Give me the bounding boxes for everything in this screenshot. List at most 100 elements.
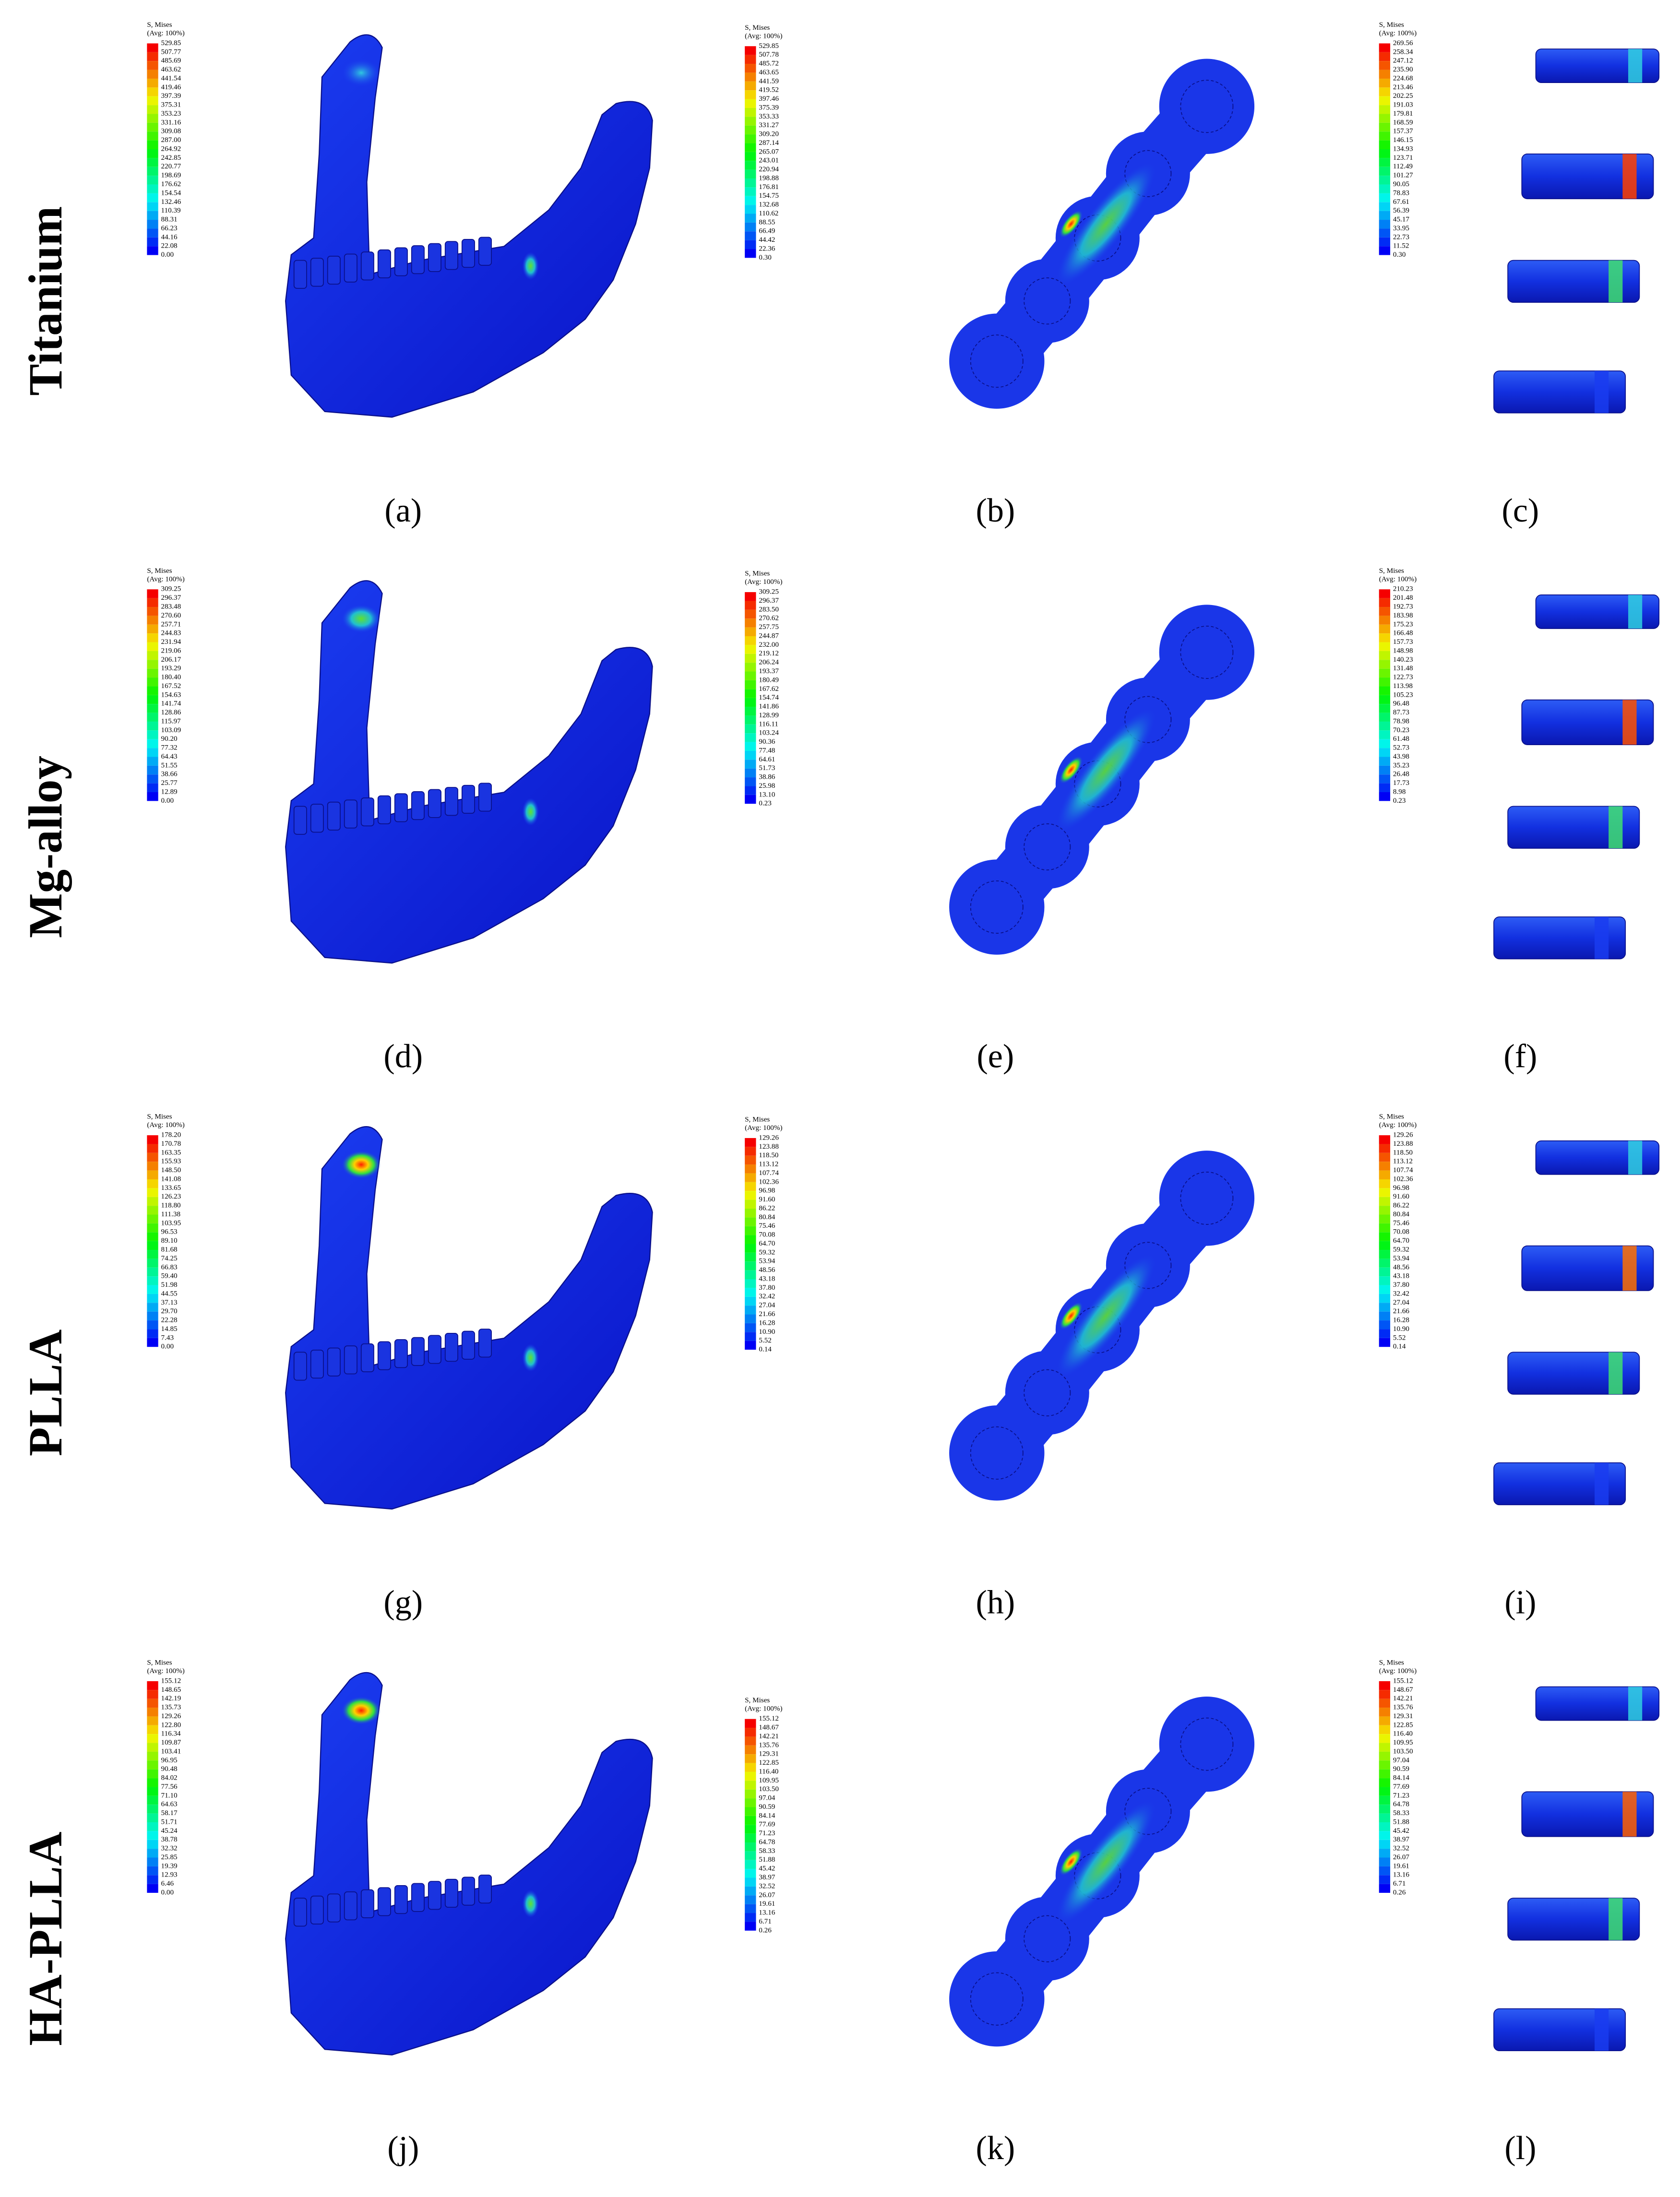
plate-hole — [970, 880, 1024, 934]
legend-value: 309.25 — [161, 585, 181, 593]
legend-swatch — [1379, 1250, 1391, 1259]
screw-head-stress — [1609, 1898, 1623, 1940]
legend-value: 175.23 — [1393, 620, 1413, 628]
tooth — [444, 1878, 458, 1908]
tooth — [461, 784, 475, 814]
legend-swatch — [745, 1226, 756, 1235]
legend-swatch — [147, 713, 158, 722]
tooth — [428, 243, 441, 272]
legend-value: 27.04 — [1393, 1298, 1410, 1306]
legend-value: 64.78 — [1393, 1800, 1409, 1808]
legend-value: 157.37 — [1393, 127, 1413, 135]
legend-subtitle: (Avg: 100%) — [1379, 29, 1417, 37]
legend-subtitle: (Avg: 100%) — [147, 575, 184, 583]
legend-swatch — [1379, 70, 1391, 79]
legend-value: 96.53 — [161, 1228, 178, 1236]
legend-value: 141.86 — [759, 702, 779, 711]
plate-hole — [970, 334, 1024, 388]
legend-value: 110.39 — [161, 206, 181, 214]
legend-swatch — [1379, 149, 1391, 158]
legend-value: 219.12 — [759, 649, 779, 657]
legend-swatch — [1379, 1303, 1391, 1312]
legend-value: 148.65 — [161, 1686, 181, 1694]
legend-value: 507.78 — [759, 50, 779, 59]
legend-swatch — [147, 1250, 158, 1259]
legend-value: 16.28 — [1393, 1316, 1409, 1324]
legend-value: 84.02 — [161, 1774, 178, 1782]
plate-hole — [970, 1426, 1024, 1480]
legend-value: 142.19 — [161, 1694, 181, 1702]
legend-value: 132.68 — [759, 201, 779, 209]
legend-value: 103.41 — [161, 1747, 181, 1755]
plate-hole — [1180, 1717, 1234, 1771]
legend-value: 441.59 — [759, 77, 779, 85]
legend-value: 0.00 — [161, 1342, 174, 1351]
legend-swatch — [147, 739, 158, 748]
legend-swatch — [1379, 105, 1391, 114]
mandible-model — [285, 34, 653, 418]
legend-swatch — [147, 1197, 158, 1206]
legend-swatch — [1379, 87, 1391, 96]
tooth — [428, 1881, 441, 1910]
legend-value: 87.73 — [1393, 708, 1409, 716]
legend-value: 270.60 — [161, 611, 181, 619]
legend-value: 0.30 — [1393, 250, 1406, 259]
legend-value: 296.37 — [161, 594, 181, 602]
legend-value: 257.71 — [161, 620, 181, 628]
legend-value: 90.59 — [1393, 1765, 1409, 1773]
legend-subtitle: (Avg: 100%) — [147, 1667, 184, 1675]
legend-value: 27.04 — [759, 1301, 775, 1309]
legend-value: 51.88 — [1393, 1817, 1409, 1826]
color-legend: S, Mises(Avg: 100%) 309.25296.37283.50270… — [745, 570, 783, 808]
legend-swatch — [147, 61, 158, 70]
legend-value: 22.36 — [759, 245, 775, 253]
legend-swatch — [1379, 1197, 1391, 1206]
legend-value: 103.24 — [759, 729, 779, 737]
legend-value: 178.20 — [161, 1131, 181, 1139]
legend-value: 122.80 — [161, 1721, 181, 1729]
legend-swatch — [1379, 598, 1391, 607]
row-label: HA-PLLA — [20, 1832, 72, 2046]
legend-value: 6.71 — [759, 1917, 772, 1925]
legend-value: 70.08 — [759, 1231, 775, 1239]
legend-swatch — [745, 1288, 756, 1297]
legend-swatch — [1379, 1708, 1391, 1717]
legend-swatch — [147, 1223, 158, 1233]
plate-hole — [1124, 150, 1172, 197]
plate-hole — [1024, 277, 1071, 325]
legend-value: 166.48 — [1393, 629, 1413, 637]
legend-swatch — [745, 1270, 756, 1280]
screw — [1521, 1245, 1654, 1291]
legend-swatch — [1379, 1884, 1391, 1893]
legend-value: 176.81 — [759, 183, 779, 191]
legend-swatch — [147, 52, 158, 61]
legend-swatch — [147, 1285, 158, 1294]
legend-swatch — [1379, 1813, 1391, 1822]
row-label: Mg-alloy — [20, 756, 72, 938]
legend-value: 32.52 — [1393, 1844, 1409, 1853]
legend-swatch — [745, 55, 756, 64]
legend-swatch — [1379, 176, 1391, 185]
legend-swatch — [745, 1314, 756, 1323]
legend-value: 59.40 — [161, 1272, 178, 1280]
legend-value: 201.48 — [1393, 594, 1413, 602]
legend-value: 61.48 — [1393, 735, 1409, 743]
legend-swatch — [147, 792, 158, 801]
legend-swatch — [1379, 220, 1391, 229]
legend-swatch — [1379, 96, 1391, 106]
legend-value: 247.12 — [1393, 57, 1413, 65]
legend-title: S, Mises — [745, 24, 770, 32]
legend-swatch — [745, 1244, 756, 1253]
legend-swatch — [147, 1866, 158, 1876]
legend-value: 75.46 — [1393, 1219, 1410, 1227]
legend-swatch — [745, 72, 756, 82]
tooth — [478, 1329, 492, 1358]
legend-value: 105.23 — [1393, 690, 1413, 699]
legend-value: 118.50 — [1393, 1148, 1413, 1156]
legend-swatch — [745, 1754, 756, 1763]
legend-value: 110.62 — [759, 209, 778, 217]
legend-value: 107.74 — [1393, 1166, 1413, 1174]
legend-swatch — [147, 1690, 158, 1699]
legend-value: 269.56 — [1393, 39, 1413, 47]
